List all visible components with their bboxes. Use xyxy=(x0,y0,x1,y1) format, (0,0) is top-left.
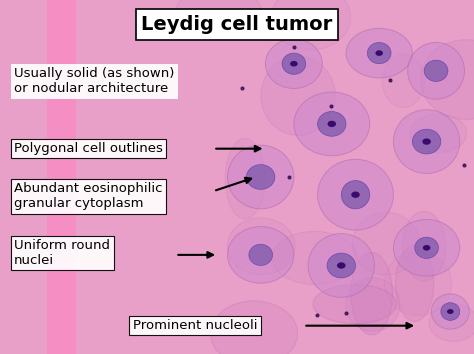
Circle shape xyxy=(351,192,360,198)
Text: Abundant eosinophilic
granular cytoplasm: Abundant eosinophilic granular cytoplasm xyxy=(14,182,163,211)
Ellipse shape xyxy=(384,251,452,316)
Circle shape xyxy=(328,121,336,127)
Ellipse shape xyxy=(395,246,434,321)
Text: Usually solid (as shown)
or nodular architecture: Usually solid (as shown) or nodular arch… xyxy=(14,67,174,96)
FancyBboxPatch shape xyxy=(47,0,76,354)
Ellipse shape xyxy=(210,301,298,354)
Text: Prominent nucleoli: Prominent nucleoli xyxy=(133,319,257,332)
Ellipse shape xyxy=(431,294,469,329)
Ellipse shape xyxy=(346,28,412,78)
Ellipse shape xyxy=(227,218,295,275)
Ellipse shape xyxy=(408,42,465,99)
Ellipse shape xyxy=(249,244,273,266)
Ellipse shape xyxy=(228,145,294,209)
Ellipse shape xyxy=(313,285,397,324)
Ellipse shape xyxy=(308,234,374,297)
Ellipse shape xyxy=(294,92,370,156)
Circle shape xyxy=(290,61,298,67)
Ellipse shape xyxy=(393,110,460,173)
Ellipse shape xyxy=(272,232,357,285)
Ellipse shape xyxy=(429,304,474,342)
Ellipse shape xyxy=(265,39,322,88)
Ellipse shape xyxy=(228,227,294,283)
Ellipse shape xyxy=(318,112,346,136)
Ellipse shape xyxy=(393,219,460,276)
Ellipse shape xyxy=(225,138,265,219)
Ellipse shape xyxy=(383,55,424,108)
Circle shape xyxy=(422,138,431,145)
Circle shape xyxy=(375,50,383,56)
Ellipse shape xyxy=(176,0,261,34)
Ellipse shape xyxy=(420,40,474,120)
Ellipse shape xyxy=(412,129,441,154)
Ellipse shape xyxy=(415,237,438,258)
Ellipse shape xyxy=(318,159,393,230)
Ellipse shape xyxy=(351,252,392,335)
Ellipse shape xyxy=(246,165,275,189)
Text: Uniform round
nuclei: Uniform round nuclei xyxy=(14,239,110,267)
Ellipse shape xyxy=(271,0,351,50)
Ellipse shape xyxy=(402,211,446,281)
Ellipse shape xyxy=(441,303,460,320)
Ellipse shape xyxy=(261,56,335,135)
Text: Polygonal cell outlines: Polygonal cell outlines xyxy=(14,142,163,155)
Circle shape xyxy=(447,309,454,314)
Text: Leydig cell tumor: Leydig cell tumor xyxy=(141,15,333,34)
Ellipse shape xyxy=(341,181,370,209)
Ellipse shape xyxy=(327,253,356,278)
Circle shape xyxy=(423,245,430,251)
Ellipse shape xyxy=(346,278,400,331)
Ellipse shape xyxy=(367,42,391,64)
Ellipse shape xyxy=(282,53,306,74)
Ellipse shape xyxy=(424,60,448,81)
Ellipse shape xyxy=(410,114,467,153)
Circle shape xyxy=(337,262,346,269)
Ellipse shape xyxy=(352,212,420,275)
